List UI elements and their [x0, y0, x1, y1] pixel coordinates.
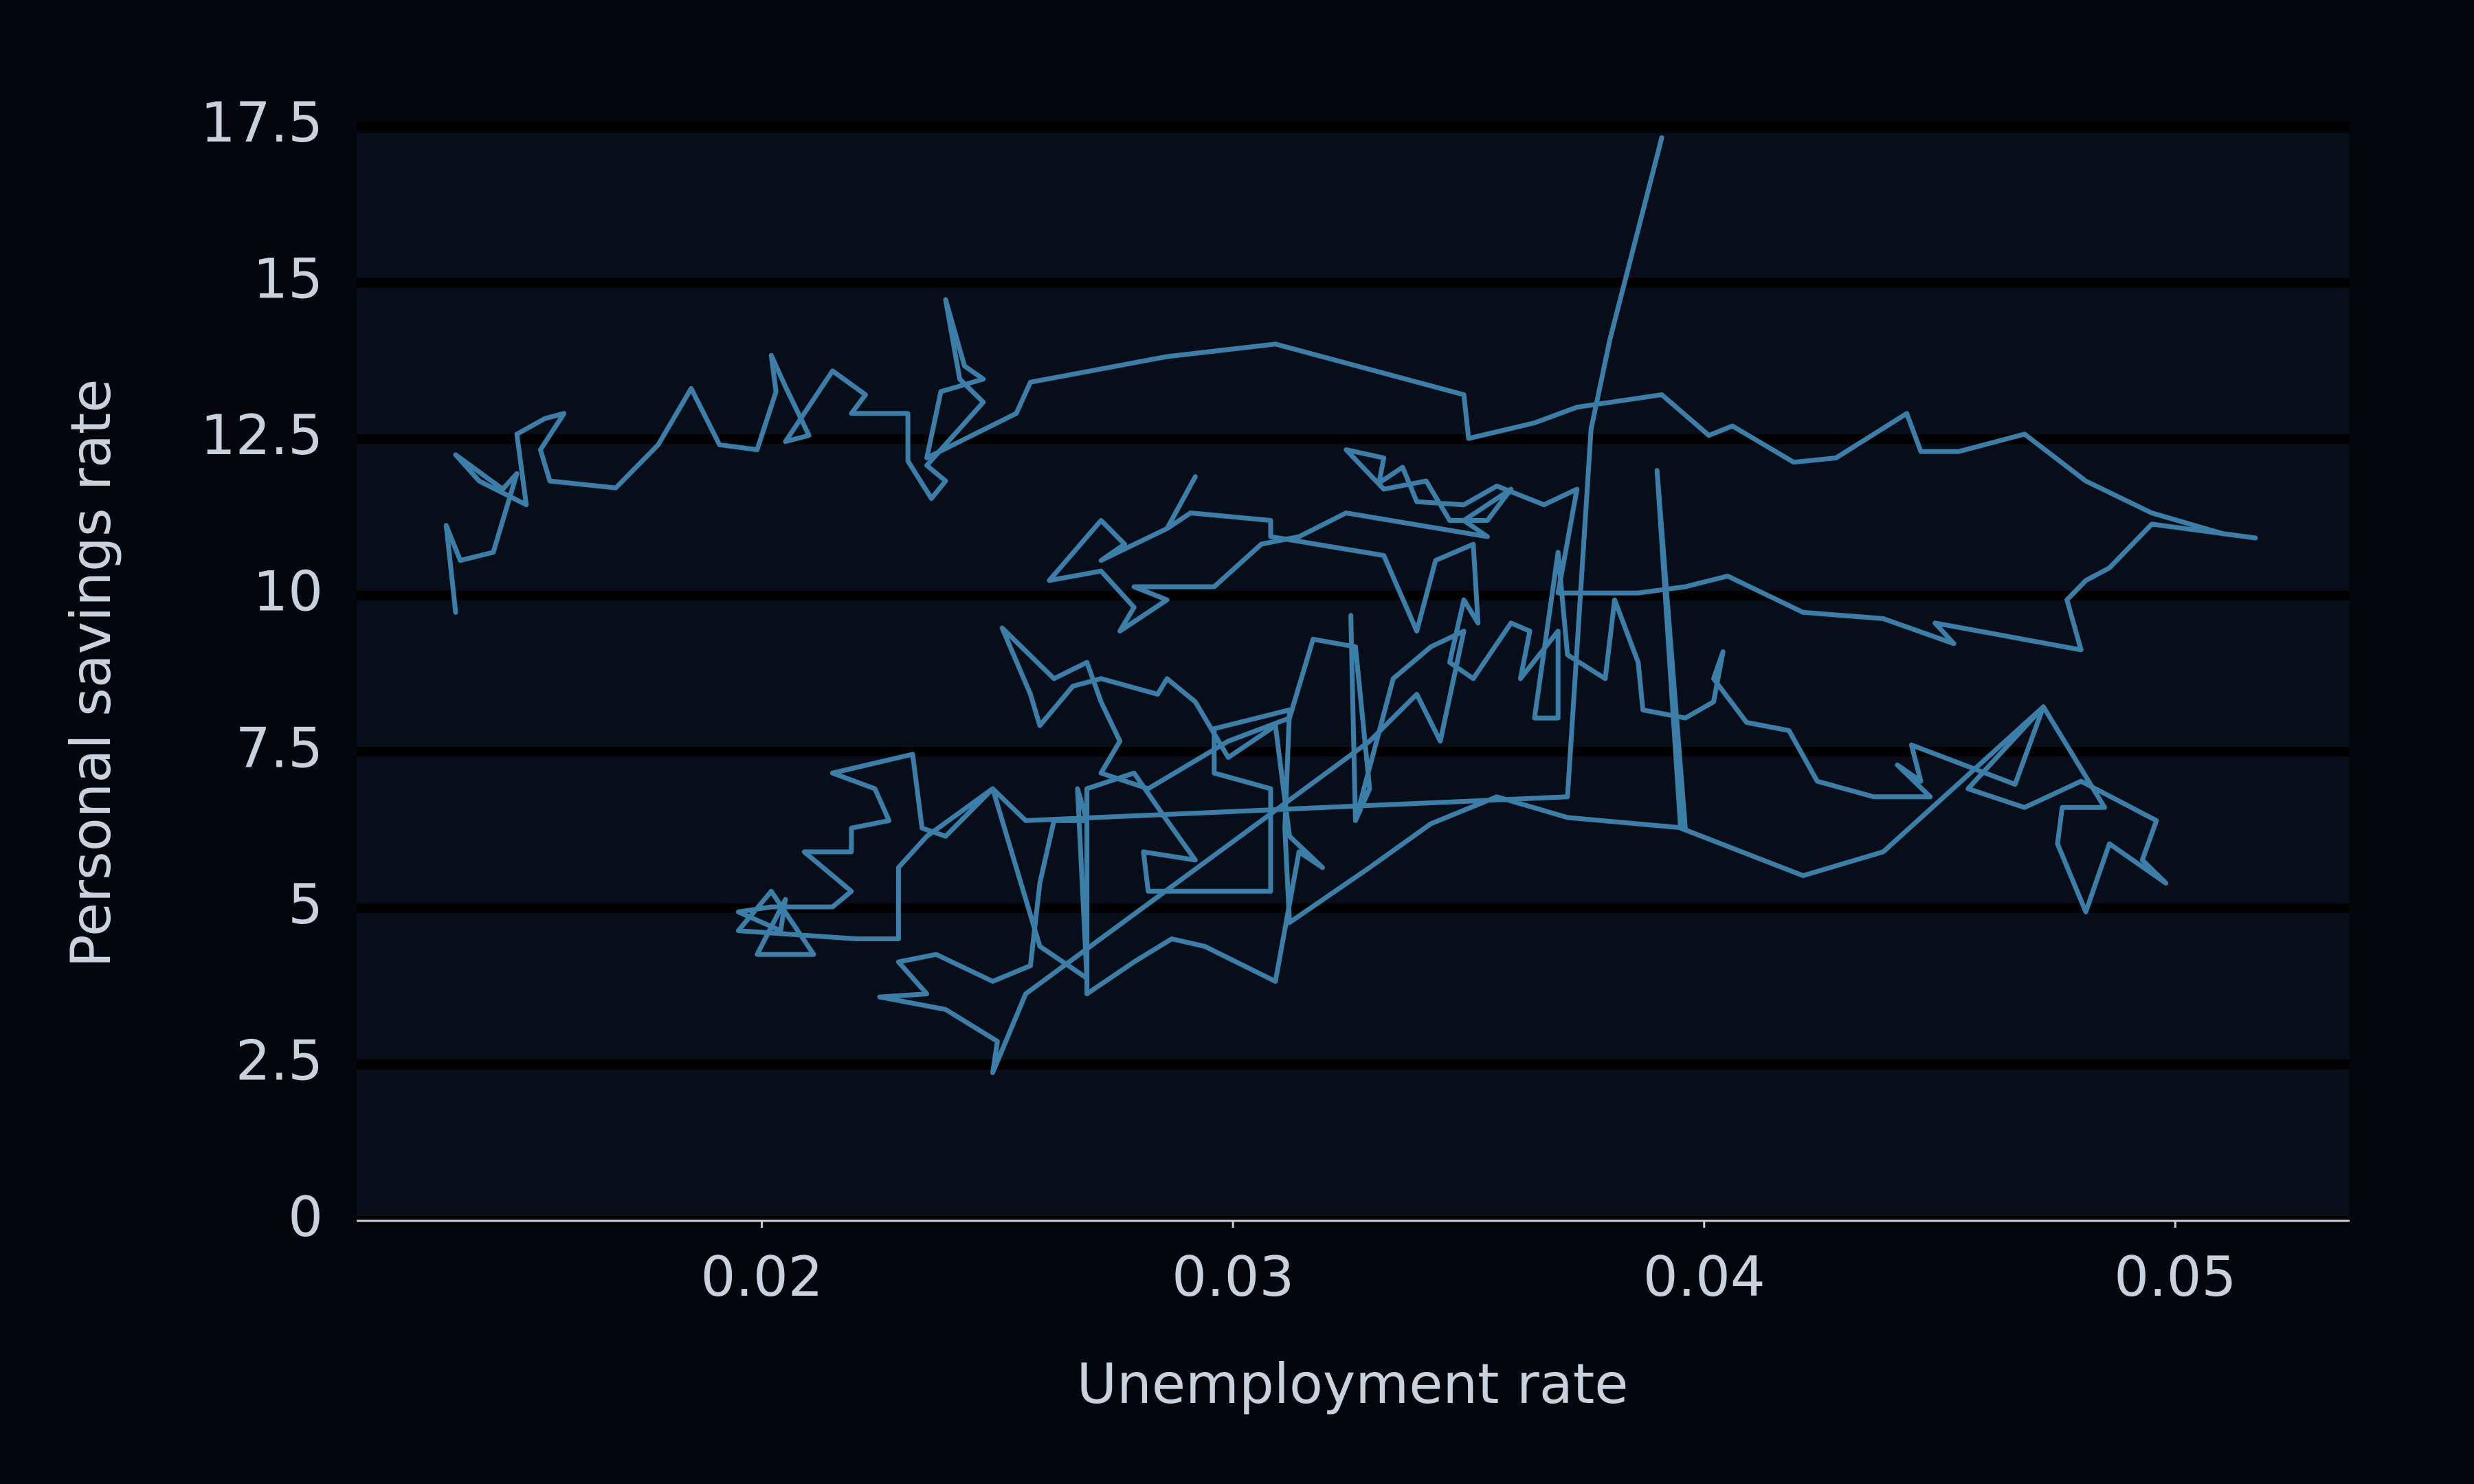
y-tick-label: 12.5	[201, 403, 323, 467]
x-tick-label: 0.04	[1643, 1245, 1765, 1309]
y-tick-label: 7.5	[236, 716, 323, 780]
y-tick-label: 17.5	[201, 91, 323, 155]
x-tick-label: 0.02	[701, 1245, 823, 1309]
y-tick-label: 15	[253, 247, 323, 311]
y-tick-label: 5	[288, 873, 323, 936]
y-tick-label: 2.5	[236, 1028, 323, 1092]
data-line	[443, 135, 2258, 1075]
y-axis-label: Personal savings rate	[59, 379, 123, 968]
x-axis-label: Unemployment rate	[1077, 1352, 1629, 1416]
x-tick-label: 0.05	[2114, 1245, 2236, 1309]
y-tick-label: 0	[288, 1185, 323, 1249]
y-tick-label: 10	[253, 560, 323, 624]
x-tick-label: 0.03	[1172, 1245, 1294, 1309]
plot-area: 0 2.5 5 7.5 10 12.5 15 17.5 0.02 0.03 0.04 0.05	[201, 91, 2350, 1309]
